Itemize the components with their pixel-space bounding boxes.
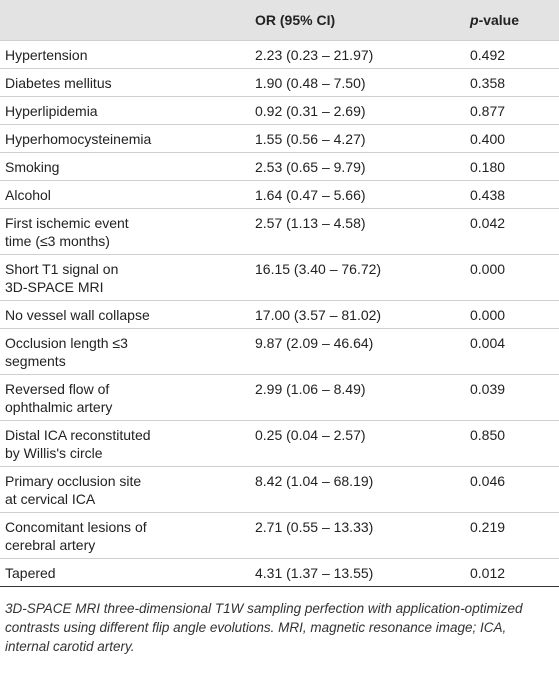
label-cell: Hypertension [0, 40, 250, 69]
label-cell: First ischemic event time (≤3 months) [0, 208, 250, 255]
or-cell: 2.99 (1.06 – 8.49) [250, 374, 465, 421]
row: Alcohol 1.64 (0.47 – 5.66) 0.438 [0, 180, 559, 209]
label-line: Hyperlipidemia [5, 103, 98, 119]
or-cell: 1.64 (0.47 – 5.66) [250, 180, 465, 209]
label-line: ophthalmic artery [5, 399, 113, 415]
or-cell: 4.31 (1.37 – 13.55) [250, 558, 465, 587]
label-cell: Distal ICA reconstituted by Willis's circ… [0, 420, 250, 467]
header-or: OR (95% CI) [250, 0, 465, 41]
row: Distal ICA reconstituted by Willis's circ… [0, 420, 559, 467]
label-cell: Reversed flow of ophthalmic artery [0, 374, 250, 421]
label-line: Short T1 signal on [5, 261, 119, 277]
or-cell: 2.57 (1.13 – 4.58) [250, 208, 465, 255]
label-cell: Tapered [0, 558, 250, 587]
row: Concomitant lesions of cerebral artery 2.7… [0, 512, 559, 559]
p-cell: 0.000 [465, 254, 559, 301]
table: OR (95% CI) p-value Hypertension 2.23 (0.… [0, 0, 559, 587]
label-line: No vessel wall collapse [5, 307, 150, 323]
row: Short T1 signal on 3D-SPACE MRI 16.15 (3.4… [0, 254, 559, 301]
row: No vessel wall collapse 17.00 (3.57 – 81.… [0, 300, 559, 329]
label-line: Smoking [5, 159, 60, 175]
row: Hyperlipidemia 0.92 (0.31 – 2.69) 0.877 [0, 96, 559, 125]
label-line: by Willis's circle [5, 445, 103, 461]
table-body: Hypertension 2.23 (0.23 – 21.97) 0.492 Diab… [0, 40, 559, 587]
label-cell: Concomitant lesions of cerebral artery [0, 512, 250, 559]
or-cell: 9.87 (2.09 – 46.64) [250, 328, 465, 375]
label-cell: Smoking [0, 152, 250, 181]
p-cell: 0.438 [465, 180, 559, 209]
label-line: at cervical ICA [5, 491, 96, 507]
or-cell: 1.55 (0.56 – 4.27) [250, 124, 465, 153]
p-cell: 0.877 [465, 96, 559, 125]
row: Occlusion length ≤3 segments 9.87 (2.09 – … [0, 328, 559, 375]
p-cell: 0.039 [465, 374, 559, 421]
label-cell: Alcohol [0, 180, 250, 209]
header-p: p-value [465, 0, 559, 41]
row: Diabetes mellitus 1.90 (0.48 – 7.50) 0.358 [0, 68, 559, 97]
label-line: First ischemic event [5, 215, 129, 231]
label-cell: Primary occlusion site at cervical ICA [0, 466, 250, 513]
or-cell: 2.53 (0.65 – 9.79) [250, 152, 465, 181]
table-header: OR (95% CI) p-value [0, 0, 559, 41]
label-line: Primary occlusion site [5, 473, 142, 489]
p-cell: 0.400 [465, 124, 559, 153]
row: Smoking 2.53 (0.65 – 9.79) 0.180 [0, 152, 559, 181]
label-cell: Short T1 signal on 3D-SPACE MRI [0, 254, 250, 301]
or-cell: 2.23 (0.23 – 21.97) [250, 40, 465, 69]
p-cell: 0.219 [465, 512, 559, 559]
footnote: 3D-SPACE MRI three-dimensional T1W sampl… [5, 601, 523, 654]
label-cell: Diabetes mellitus [0, 68, 250, 97]
label-line: time (≤3 months) [5, 233, 110, 249]
p-cell: 0.012 [465, 558, 559, 587]
row: Tapered 4.31 (1.37 – 13.55) 0.012 [0, 558, 559, 587]
label-line: Distal ICA reconstituted [5, 427, 151, 443]
row: Hyperhomocysteinemia 1.55 (0.56 – 4.27) 0.… [0, 124, 559, 153]
or-cell: 1.90 (0.48 – 7.50) [250, 68, 465, 97]
p-cell: 0.850 [465, 420, 559, 467]
or-cell: 0.92 (0.31 – 2.69) [250, 96, 465, 125]
label-cell: Hyperhomocysteinemia [0, 124, 250, 153]
p-cell: 0.180 [465, 152, 559, 181]
row: Hypertension 2.23 (0.23 – 21.97) 0.492 [0, 40, 559, 69]
or-cell: 2.71 (0.55 – 13.33) [250, 512, 465, 559]
label-cell: Hyperlipidemia [0, 96, 250, 125]
label-line: 3D-SPACE MRI [5, 279, 104, 295]
header-empty [0, 0, 250, 41]
label-line: segments [5, 353, 66, 369]
label-line: cerebral artery [5, 537, 96, 553]
label-line: Occlusion length ≤3 [5, 335, 128, 351]
header-row: OR (95% CI) p-value [0, 0, 559, 41]
row: Primary occlusion site at cervical ICA 8.4… [0, 466, 559, 513]
p-cell: 0.042 [465, 208, 559, 255]
label-line: Hyperhomocysteinemia [5, 131, 152, 147]
label-line: Hypertension [5, 47, 88, 63]
row: Reversed flow of ophthalmic artery 2.99 (1… [0, 374, 559, 421]
p-cell: 0.358 [465, 68, 559, 97]
or-cell: 16.15 (3.40 – 76.72) [250, 254, 465, 301]
label-line: Reversed flow of [5, 381, 110, 397]
label-line: Concomitant lesions of [5, 519, 147, 535]
or-cell: 17.00 (3.57 – 81.02) [250, 300, 465, 329]
row: First ischemic event time (≤3 months) 2.57… [0, 208, 559, 255]
or-cell: 0.25 (0.04 – 2.57) [250, 420, 465, 467]
label-line: Alcohol [5, 187, 51, 203]
p-cell: 0.000 [465, 300, 559, 329]
label-cell: No vessel wall collapse [0, 300, 250, 329]
label-line: Tapered [5, 565, 56, 581]
label-cell: Occlusion length ≤3 segments [0, 328, 250, 375]
p-cell: 0.046 [465, 466, 559, 513]
label-line: Diabetes mellitus [5, 75, 112, 91]
p-cell: 0.492 [465, 40, 559, 69]
or-cell: 8.42 (1.04 – 68.19) [250, 466, 465, 513]
p-cell: 0.004 [465, 328, 559, 375]
